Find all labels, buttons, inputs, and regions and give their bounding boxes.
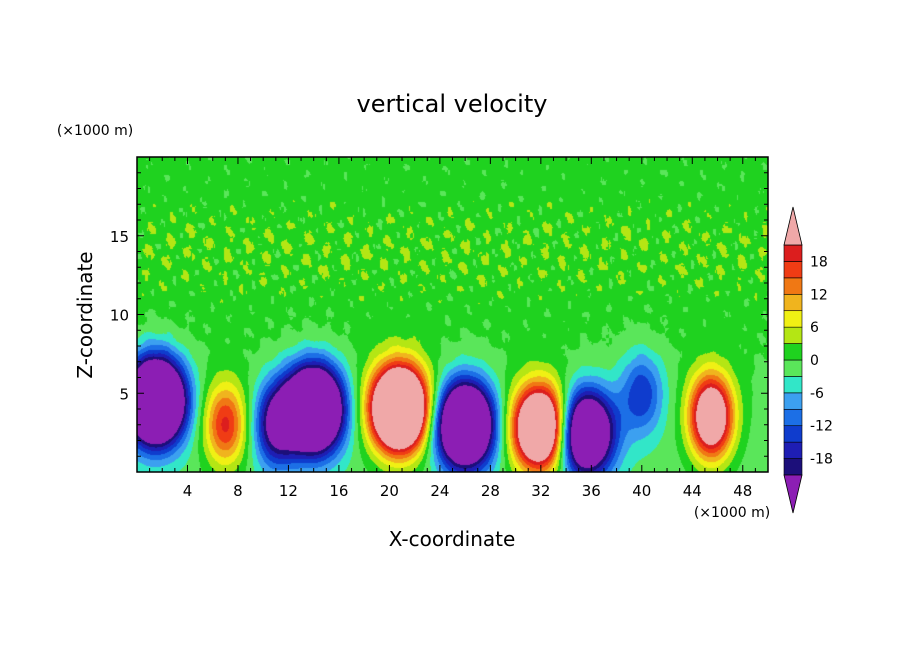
- y-tick-label: 15: [110, 228, 129, 246]
- colorbar-tick-label: 12: [810, 287, 828, 303]
- colorbar-bin: [783, 441, 803, 459]
- colorbar-tick-label: -18: [810, 452, 833, 468]
- contour-field: [137, 157, 768, 472]
- x-tick-label: 24: [430, 482, 449, 500]
- colorbar-bin: [783, 277, 803, 295]
- x-tick-label: 40: [632, 482, 651, 500]
- colorbar-tick-label: 0: [810, 353, 819, 369]
- x-tick-label: 32: [531, 482, 550, 500]
- x-unit-label: (×1000 m): [694, 505, 770, 521]
- x-tick-label: 12: [279, 482, 298, 500]
- colorbar-bin: [783, 408, 803, 427]
- colorbar-bin: [783, 343, 803, 361]
- x-tick-label: 36: [582, 482, 601, 500]
- colorbar-bin: [783, 310, 803, 328]
- chart-title: vertical velocity: [357, 90, 548, 118]
- y-tick-label: 5: [119, 385, 129, 403]
- colorbar-bin: [783, 359, 803, 377]
- colorbar-bin: [783, 244, 803, 262]
- colorbar-bin: [783, 458, 803, 476]
- x-axis: 4 8 12 16 20 24 28 32 36 40 44 48: [149, 157, 756, 500]
- x-tick-label: 20: [380, 482, 399, 500]
- x-axis-label: X-coordinate: [389, 527, 516, 551]
- colorbar-over-triangle: [783, 206, 803, 246]
- y-axis-label: Z-coordinate: [73, 251, 97, 378]
- colorbar-bin: [783, 392, 803, 410]
- x-tick-label: 44: [683, 482, 702, 500]
- colorbar-bin: [783, 293, 803, 312]
- x-tick-label: 48: [733, 482, 752, 500]
- x-tick-label: 16: [329, 482, 348, 500]
- colorbar-bin: [783, 376, 803, 394]
- x-tick-label: 28: [481, 482, 500, 500]
- colorbar: -18 -12 -6 0 6 12 18: [783, 206, 833, 514]
- x-tick-label: 8: [233, 482, 243, 500]
- colorbar-bin: [783, 261, 803, 279]
- y-unit-label: (×1000 m): [57, 123, 133, 139]
- colorbar-under-triangle: [783, 474, 803, 514]
- colorbar-tick-label: 18: [810, 254, 828, 270]
- colorbar-bin: [783, 326, 803, 344]
- y-axis: 5 10 15: [110, 172, 768, 457]
- x-tick-label: 4: [183, 482, 193, 500]
- colorbar-tick-label: -12: [810, 419, 833, 435]
- contour-plot: [137, 157, 768, 472]
- y-tick-label: 10: [110, 307, 129, 325]
- colorbar-tick-label: -6: [810, 386, 824, 402]
- colorbar-tick-label: 6: [810, 320, 819, 336]
- colorbar-bin: [783, 425, 803, 443]
